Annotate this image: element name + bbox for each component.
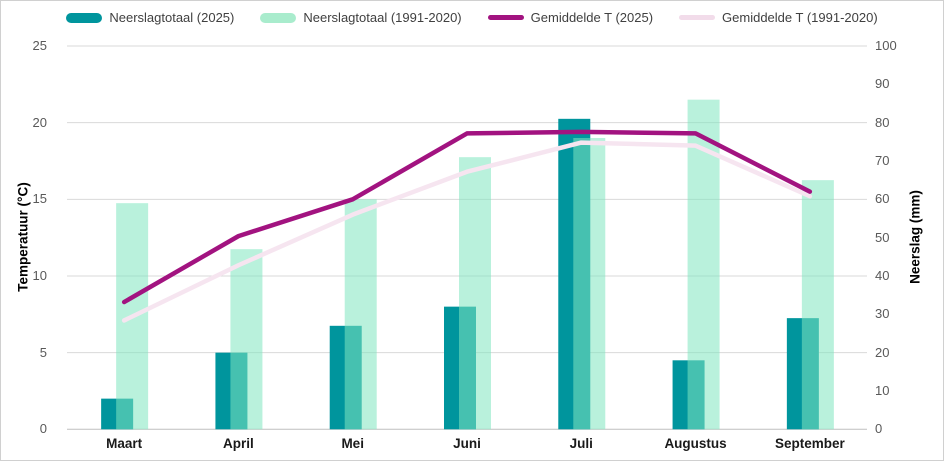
y-right-tick-label: 50 (875, 229, 890, 245)
y-left-tick-label: 0 (39, 421, 47, 437)
line-swatch-icon (487, 15, 524, 20)
legend-item-gemiddelde-t-1991-2020: Gemiddelde T (1991-2020) (679, 10, 878, 25)
x-category-label: Augustus (664, 436, 727, 451)
y-right-tick-label: 0 (875, 421, 883, 437)
y-left-tick-label: 25 (32, 38, 47, 53)
legend-label: Neerslagtotaal (2025) (109, 10, 235, 25)
y-right-tick-label: 70 (875, 152, 890, 168)
line-swatch-icon (679, 15, 716, 20)
y-right-tick-label: 90 (875, 76, 890, 92)
y-left-tick-label: 15 (32, 191, 47, 207)
bar-neerslagtotaal-1991-2020 (344, 199, 377, 430)
y-left-tick-label: 20 (32, 114, 47, 130)
right-axis-title: Neerslag (mm) (907, 190, 923, 284)
line-gemiddelde-t-1991-2020 (121, 140, 813, 323)
y-left-tick-label: 10 (32, 267, 47, 283)
x-category-label: Mei (341, 436, 364, 451)
bar-swatch-icon (66, 12, 103, 23)
y-right-tick-label: 100 (875, 38, 897, 53)
x-category-label: Juli (569, 436, 593, 451)
y-right-tick-label: 20 (875, 344, 890, 360)
legend-label: Gemiddelde T (2025) (530, 10, 654, 25)
legend-label: Gemiddelde T (1991-2020) (722, 10, 878, 25)
chart-legend: Neerslagtotaal (2025) Neerslagtotaal (19… (1, 10, 943, 25)
x-category-label: Maart (106, 436, 143, 451)
line-gemiddelde-t-2025 (121, 129, 813, 305)
legend-item-gemiddelde-t-2025: Gemiddelde T (2025) (487, 10, 654, 25)
legend-item-neerslagtotaal-1991-2020: Neerslagtotaal (1991-2020) (260, 10, 462, 25)
y-right-tick-label: 10 (875, 382, 890, 398)
bar-swatch-icon (260, 12, 297, 23)
bar-neerslagtotaal-1991-2020 (801, 180, 834, 430)
y-right-tick-label: 40 (875, 267, 890, 283)
bar-neerslagtotaal-1991-2020 (230, 249, 263, 430)
x-category-label: September (774, 436, 845, 451)
bar-neerslagtotaal-1991-2020 (459, 157, 491, 430)
legend-item-neerslagtotaal-2025: Neerslagtotaal (2025) (66, 10, 234, 25)
y-left-tick-label: 5 (39, 344, 47, 360)
x-category-label: Juni (453, 436, 481, 451)
y-right-tick-label: 30 (875, 306, 890, 322)
bar-neerslagtotaal-1991-2020 (573, 137, 606, 430)
legend-label: Neerslagtotaal (1991-2020) (303, 10, 462, 25)
y-right-tick-label: 60 (875, 191, 890, 207)
y-right-tick-label: 80 (875, 114, 890, 130)
x-category-label: April (223, 436, 254, 451)
